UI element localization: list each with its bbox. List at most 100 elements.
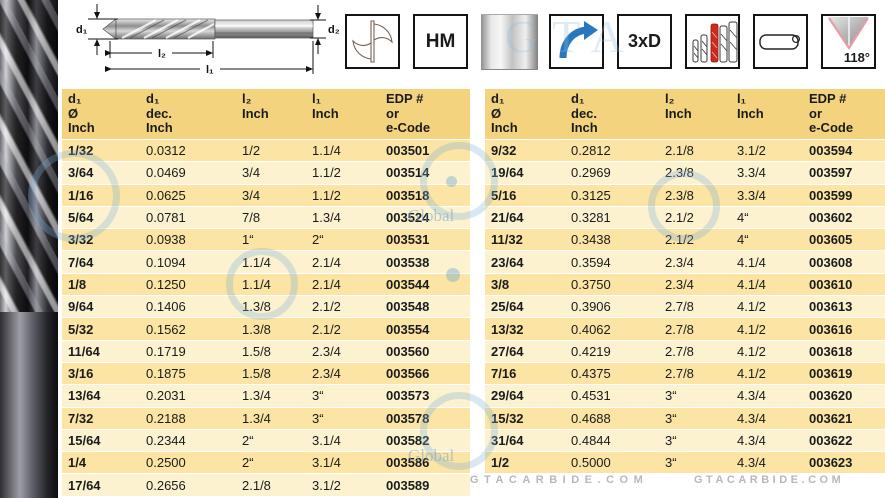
table-cell: 19/64 xyxy=(485,162,565,184)
table-cell: 003578 xyxy=(380,407,470,429)
table-cell: 7/32 xyxy=(62,407,140,429)
header-d1-dec: d₁ dec. Inch xyxy=(140,89,236,139)
table-cell: 0.2344 xyxy=(140,429,236,452)
table-cell: 2“ xyxy=(236,452,306,474)
table-cell: 003531 xyxy=(380,229,470,251)
table-cell: 4.1/2 xyxy=(731,362,803,385)
table-cell: 003582 xyxy=(380,429,470,452)
table-row: 23/64 0.3594 2.3/4 4.1/4 003608 xyxy=(485,251,885,273)
table-header: d₁ Ø Inch d₁ dec. Inch l₂ Inch l₁ Inch E… xyxy=(62,89,470,139)
table-cell: 7/16 xyxy=(485,362,565,385)
table-row: 13/32 0.4062 2.7/8 4.1/2 003616 xyxy=(485,318,885,340)
table-cell: 13/32 xyxy=(485,318,565,340)
drill-flutes-section xyxy=(0,0,58,312)
table-cell: 4.3/4 xyxy=(731,407,803,429)
table-cell: 0.4844 xyxy=(565,429,659,452)
table-cell: 3/64 xyxy=(62,162,140,184)
table-cell: 2.3/4 xyxy=(306,340,380,362)
table-cell: 4“ xyxy=(731,229,803,251)
table-cell: 3“ xyxy=(659,385,731,407)
table-cell: 2.7/8 xyxy=(659,296,731,318)
table-cell: 0.0469 xyxy=(140,162,236,184)
table-cell: 003566 xyxy=(380,362,470,385)
table-row: 1/32 0.0312 1/2 1.1/4 003501 xyxy=(62,140,470,162)
table-cell: 0.1250 xyxy=(140,273,236,296)
table-cell: 1/16 xyxy=(62,184,140,206)
header-l2-inch: l₂ Inch xyxy=(659,89,731,139)
table-cell: 1.3/8 xyxy=(236,318,306,340)
diagram-label-d2: d₂ xyxy=(328,24,340,36)
table-cell: 1.1/4 xyxy=(236,251,306,273)
table-cell: 0.3438 xyxy=(565,229,659,251)
table-cell: 003616 xyxy=(803,318,885,340)
table-cell: 003594 xyxy=(803,140,885,162)
table-cell: 1.1/2 xyxy=(306,162,380,184)
table-cell: 1“ xyxy=(236,229,306,251)
table-cell: 7/64 xyxy=(62,251,140,273)
table-cell: 0.4375 xyxy=(565,362,659,385)
table-row: 3/32 0.0938 1“ 2“ 003531 xyxy=(62,229,470,251)
table-cell: 003618 xyxy=(803,340,885,362)
header-d1-inch: d₁ Ø Inch xyxy=(485,89,565,139)
drill-tip-drawing xyxy=(102,18,117,40)
table-cell: 4.1/4 xyxy=(731,273,803,296)
table-cell: 4.1/2 xyxy=(731,340,803,362)
table-cell: 003620 xyxy=(803,385,885,407)
table-cell: 3“ xyxy=(659,429,731,452)
carbide-material-icon: HM xyxy=(413,14,468,69)
table-cell: 3/4 xyxy=(236,162,306,184)
plain-shank-icon xyxy=(753,14,808,69)
table-cell: 3“ xyxy=(659,452,731,474)
table-row: 5/64 0.0781 7/8 1.3/4 003524 xyxy=(62,206,470,229)
diameter-range-icon xyxy=(685,14,740,69)
table-cell: 0.2656 xyxy=(140,474,236,496)
table-row: 9/64 0.1406 1.3/8 2.1/2 003548 xyxy=(62,296,470,318)
table-row: 9/32 0.2812 2.1/8 3.1/2 003594 xyxy=(485,140,885,162)
table-cell: 17/64 xyxy=(62,474,140,496)
table-cell: 0.1562 xyxy=(140,318,236,340)
table-row: 3/16 0.1875 1.5/8 2.3/4 003566 xyxy=(62,362,470,385)
table-cell: 2.7/8 xyxy=(659,318,731,340)
hm-label: HM xyxy=(425,31,456,52)
table-row: 3/64 0.0469 3/4 1.1/2 003514 xyxy=(62,162,470,184)
table-cell: 3.3/4 xyxy=(731,184,803,206)
table-row: 17/64 0.2656 2.1/8 3.1/2 003589 xyxy=(62,474,470,496)
table-row: 1/4 0.2500 2“ 3.1/4 003586 xyxy=(62,452,470,474)
table-cell: 21/64 xyxy=(485,206,565,229)
table-cell: 4.3/4 xyxy=(731,429,803,452)
watermark-brand-url: GTACARBIDE.COM xyxy=(470,474,649,486)
table-cell: 003589 xyxy=(380,474,470,496)
table-row: 19/64 0.2969 2.3/8 3.3/4 003597 xyxy=(485,162,885,184)
table-row: 3/8 0.3750 2.3/4 4.1/4 003610 xyxy=(485,273,885,296)
table-cell: 1.5/8 xyxy=(236,362,306,385)
table-cell: 2.1/2 xyxy=(306,318,380,340)
table-cell: 2.1/2 xyxy=(659,206,731,229)
table-cell: 3/32 xyxy=(62,229,140,251)
table-cell: 1.1/2 xyxy=(306,184,380,206)
table-cell: 23/64 xyxy=(485,251,565,273)
table-cell: 1.1/4 xyxy=(236,273,306,296)
table-cell: 13/64 xyxy=(62,385,140,407)
table-cell: 7/8 xyxy=(236,206,306,229)
table-cell: 0.4062 xyxy=(565,318,659,340)
table-cell: 3/4 xyxy=(236,184,306,206)
cylindrical-shank-icon xyxy=(481,14,538,70)
header-d1-dec: d₁ dec. Inch xyxy=(565,89,659,139)
table-cell: 0.3906 xyxy=(565,296,659,318)
table-row: 1/16 0.0625 3/4 1.1/2 003518 xyxy=(62,184,470,206)
table-cell: 1.3/4 xyxy=(236,407,306,429)
table-cell: 4.3/4 xyxy=(731,385,803,407)
ratio-label: 3xD xyxy=(627,31,662,51)
table-cell: 3.1/2 xyxy=(731,140,803,162)
table-cell: 003608 xyxy=(803,251,885,273)
table-cell: 1.1/4 xyxy=(306,140,380,162)
table-cell: 2.3/4 xyxy=(659,273,731,296)
table-cell: 003613 xyxy=(803,296,885,318)
table-cell: 9/64 xyxy=(62,296,140,318)
table-cell: 003602 xyxy=(803,206,885,229)
header-edp-code: EDP # or e-Code xyxy=(380,89,470,139)
diagram-label-l2: l₂ xyxy=(158,48,166,60)
table-cell: 1/2 xyxy=(236,140,306,162)
table-cell: 4.1/2 xyxy=(731,318,803,340)
